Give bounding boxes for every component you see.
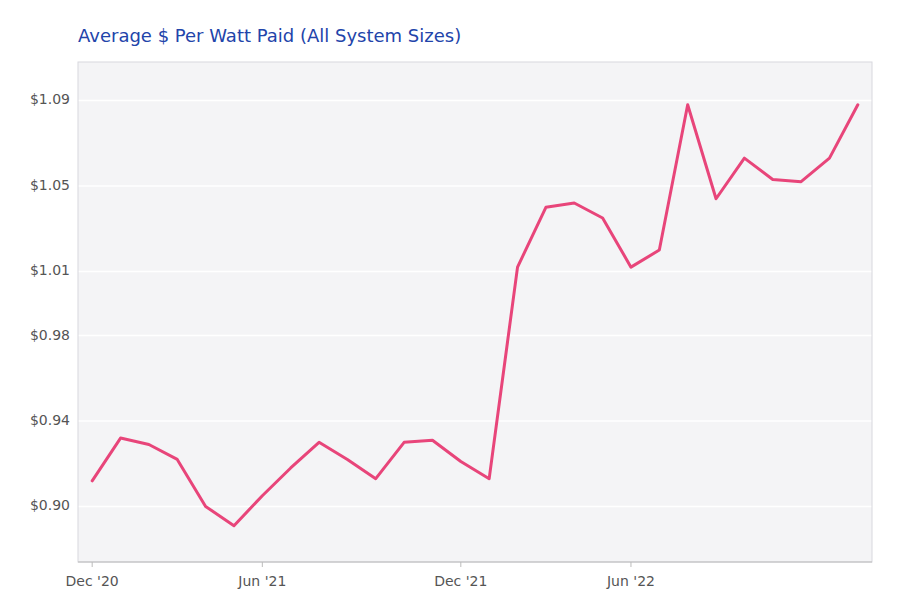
y-tick-label: $0.90 xyxy=(30,497,70,513)
y-tick-label: $1.05 xyxy=(30,177,70,193)
line xyxy=(92,105,858,526)
x-tick xyxy=(630,562,631,567)
x-axis: Dec '20 Jun '21 Dec '21 Jun '22 xyxy=(66,562,655,589)
grid-line xyxy=(78,506,872,508)
x-tick xyxy=(92,562,93,567)
x-tick-label: Jun '21 xyxy=(237,573,286,589)
y-tick-label: $1.09 xyxy=(30,91,70,107)
grid-line xyxy=(78,185,872,187)
plot-area xyxy=(78,62,872,562)
y-tick-label: $1.01 xyxy=(30,262,70,278)
x-tick-label: Dec '20 xyxy=(66,573,119,589)
y-tick-label: $0.94 xyxy=(30,412,70,428)
x-tick-label: Jun '22 xyxy=(606,573,655,589)
x-tick-label: Dec '21 xyxy=(434,573,487,589)
grid-line xyxy=(78,335,872,337)
grid-line xyxy=(78,271,872,273)
x-tick xyxy=(262,562,263,567)
chart: $0.90 $0.94 $0.98 $1.01 $1.05 $1.09 Dec '20 Jun… xyxy=(0,0,900,614)
y-axis: $0.90 $0.94 $0.98 $1.01 $1.05 $1.09 xyxy=(30,91,872,513)
x-tick xyxy=(460,562,461,567)
grid-line xyxy=(78,420,872,422)
data-layer xyxy=(92,105,858,526)
y-tick-label: $0.98 xyxy=(30,327,70,343)
title: Average $ Per Watt Paid (All System Size… xyxy=(78,25,461,46)
x-axis-line xyxy=(78,562,872,563)
grid-line xyxy=(78,100,872,102)
plot-frame xyxy=(78,62,872,562)
